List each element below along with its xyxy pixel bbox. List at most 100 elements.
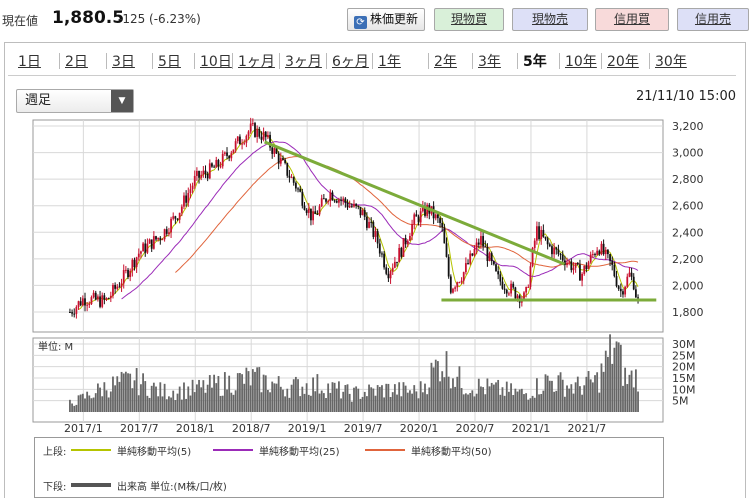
tab-4[interactable]: 5日 <box>158 54 181 70</box>
volume-bar <box>155 386 157 412</box>
volume-bar <box>365 396 368 412</box>
margin-sell-button[interactable]: 信用売 <box>677 8 749 31</box>
candle-down <box>497 271 500 275</box>
tab-2[interactable]: 2日 <box>65 54 88 70</box>
volume-bar <box>107 397 110 412</box>
candle-up <box>116 286 119 289</box>
cash-buy-button[interactable]: 現物買 <box>434 8 504 31</box>
volume-bar <box>548 380 551 412</box>
tab-14[interactable]: 20年 <box>607 54 639 70</box>
volume-bar <box>195 384 198 412</box>
tab-9[interactable]: 1年 <box>378 54 401 70</box>
candle-up <box>152 236 155 249</box>
volume-bar <box>568 388 571 412</box>
margin-buy-button[interactable]: 信用買 <box>595 8 669 31</box>
price-change: -125 (-6.23%) <box>118 12 201 26</box>
candle-down <box>576 263 579 265</box>
volume-bar <box>103 382 106 412</box>
tab-7[interactable]: 3ヶ月 <box>285 54 322 70</box>
current-price-label: 現在値 <box>2 14 39 28</box>
candle-up <box>583 265 586 274</box>
candle-down <box>107 298 110 300</box>
tab-1[interactable]: 1日 <box>18 54 41 70</box>
candle-down <box>611 260 614 265</box>
update-price-button[interactable]: ⟳ 株価更新 <box>347 8 425 31</box>
candle-up <box>122 270 125 284</box>
tab-5[interactable]: 10日 <box>200 54 232 70</box>
volume-bar <box>555 390 558 412</box>
tab-10[interactable]: 2年 <box>434 54 457 70</box>
candle-up <box>312 211 314 221</box>
candle-up <box>553 247 556 255</box>
price-tick-label: 3,200 <box>672 120 704 133</box>
candle-up <box>163 229 166 240</box>
volume-bar <box>604 350 607 412</box>
volume-bar <box>409 390 411 412</box>
volume-bar <box>133 380 136 412</box>
tab-12[interactable]: 5年 <box>523 54 547 70</box>
candle-down <box>340 199 342 201</box>
candle-up <box>600 243 603 255</box>
candle-down <box>99 296 101 307</box>
tab-separator <box>649 53 650 69</box>
volume-bar <box>467 394 469 412</box>
tab-3[interactable]: 3日 <box>112 54 135 70</box>
candle-up <box>81 298 84 306</box>
tab-6[interactable]: 1ヶ月 <box>238 54 275 70</box>
candle-down <box>114 284 117 289</box>
quote-header: 現在値 1,880.5 -125 (-6.23%) ⟳ 株価更新 現物買 現物売 … <box>0 0 750 40</box>
candle-up <box>178 212 181 220</box>
tab-separator <box>472 53 473 69</box>
tab-15[interactable]: 30年 <box>655 54 687 70</box>
candle-down <box>271 147 274 154</box>
volume-bar <box>579 386 581 412</box>
volume-bar <box>432 367 435 412</box>
candle-down <box>239 136 241 145</box>
volume-bar <box>142 373 144 412</box>
candle-up <box>533 240 536 248</box>
tab-13[interactable]: 10年 <box>565 54 597 70</box>
candle-up <box>191 185 194 190</box>
volume-bar <box>576 376 579 412</box>
volume-bar <box>79 394 82 412</box>
chevron-down-icon[interactable]: ▼ <box>111 90 133 112</box>
candle-up <box>146 243 149 253</box>
volume-bar <box>202 380 205 412</box>
volume-bar <box>157 396 160 412</box>
volume-bar <box>170 397 172 412</box>
candle-up <box>338 199 340 203</box>
tab-8[interactable]: 6ヶ月 <box>332 54 369 70</box>
volume-bar <box>258 367 261 412</box>
volume-bar <box>381 385 383 412</box>
candle-down <box>331 192 334 201</box>
candle-down <box>370 221 373 223</box>
volume-bar <box>613 347 616 412</box>
candle-down <box>594 254 596 256</box>
volume-bar <box>294 376 297 412</box>
tab-separator <box>601 53 602 69</box>
candle-down <box>471 253 474 256</box>
volume-tick-label: 10M <box>672 383 696 396</box>
candle-up <box>327 201 330 203</box>
candle-down <box>449 276 452 293</box>
candle-down <box>630 272 633 277</box>
candle-period-select[interactable]: 週足 ▼ <box>16 89 134 113</box>
candle-up <box>475 242 478 250</box>
time-tick-label: 2021/7 <box>568 422 607 435</box>
candle-up <box>92 292 95 298</box>
candle-up <box>267 134 269 138</box>
volume-bar <box>540 394 543 412</box>
legend-ma50-label: 単純移動平均(50) <box>411 447 492 458</box>
volume-bar <box>441 371 444 412</box>
candle-down <box>570 261 573 271</box>
candle-down <box>359 206 362 216</box>
volume-bar <box>228 375 231 412</box>
candle-down <box>372 222 375 237</box>
candle-down <box>383 253 386 268</box>
cash-sell-button[interactable]: 現物売 <box>512 8 588 31</box>
volume-bar <box>247 371 250 412</box>
volume-bar <box>587 371 590 412</box>
tab-11[interactable]: 3年 <box>478 54 501 70</box>
candle-up <box>243 142 246 144</box>
